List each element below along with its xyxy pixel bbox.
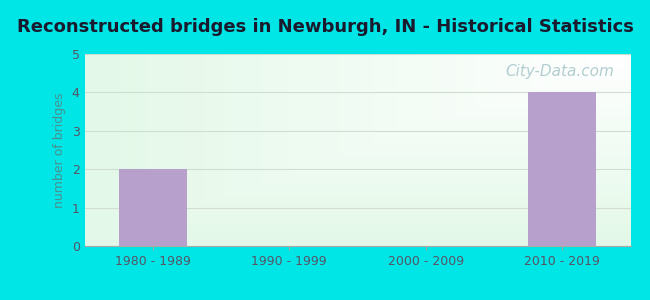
Bar xyxy=(528,92,597,246)
Bar xyxy=(118,169,187,246)
Text: Reconstructed bridges in Newburgh, IN - Historical Statistics: Reconstructed bridges in Newburgh, IN - … xyxy=(16,18,634,36)
Text: City-Data.com: City-Data.com xyxy=(505,64,614,79)
Y-axis label: number of bridges: number of bridges xyxy=(53,92,66,208)
